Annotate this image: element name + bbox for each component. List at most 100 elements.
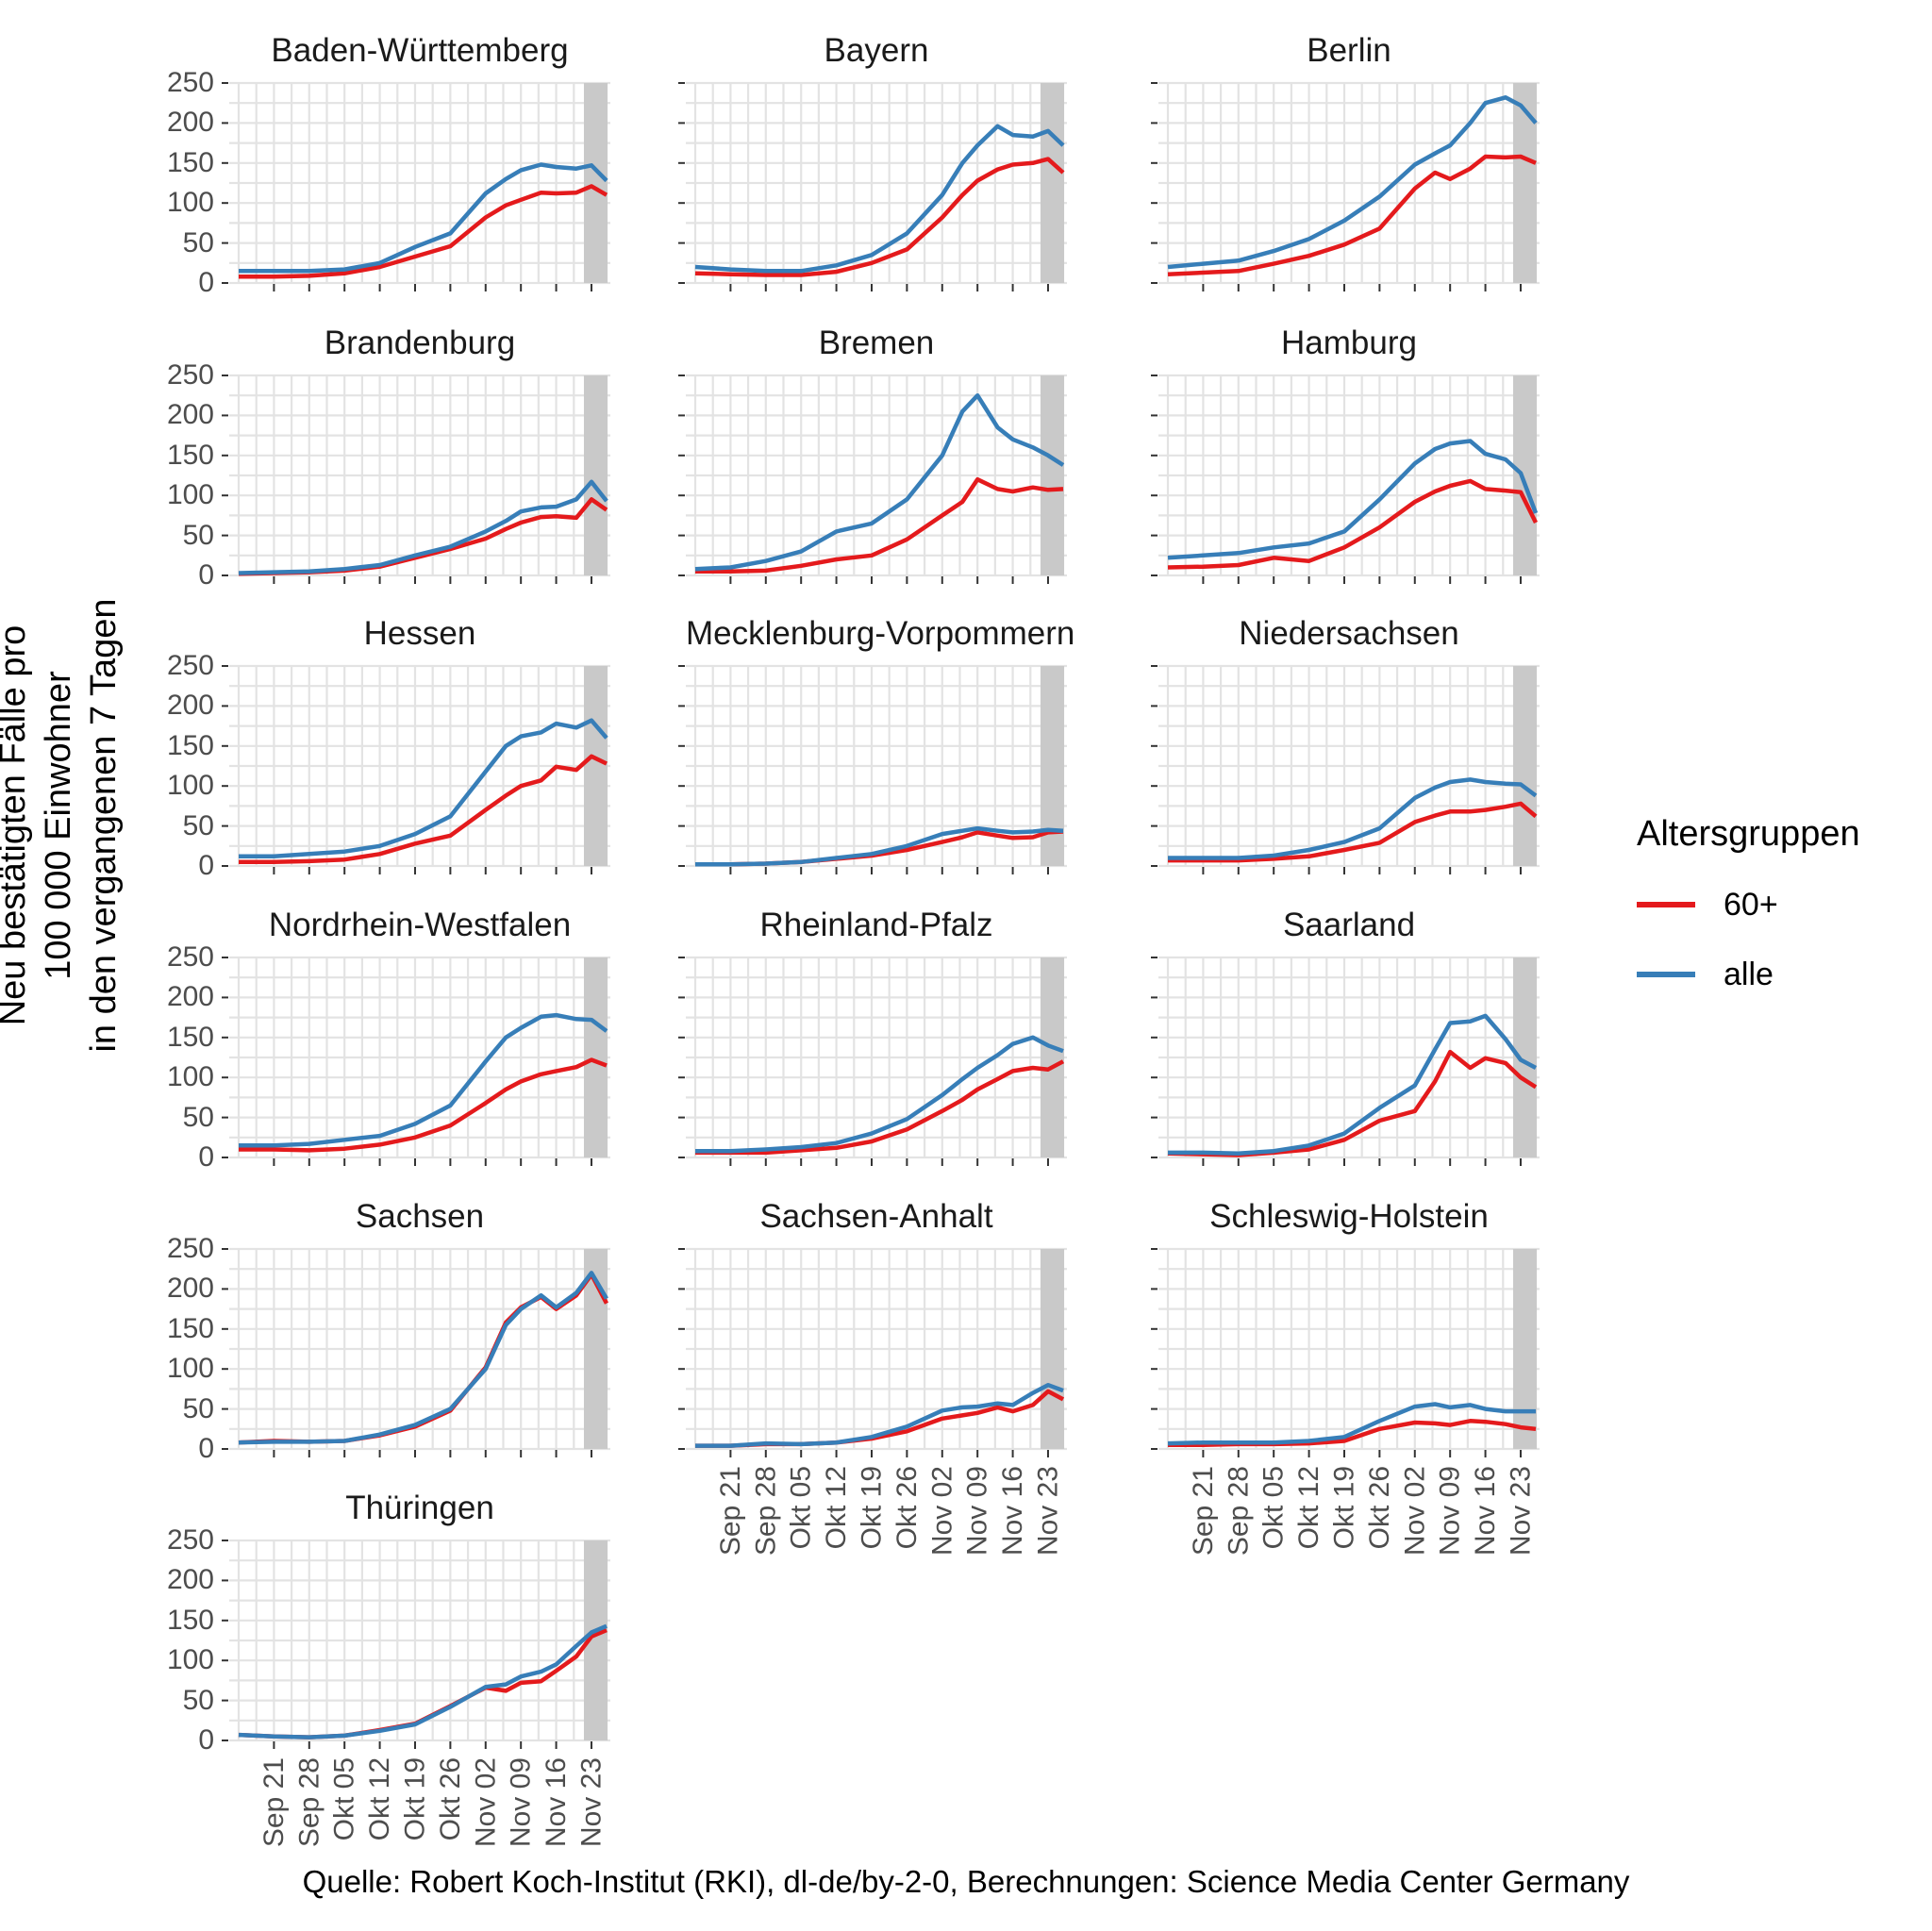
tick-marks — [1151, 1248, 1522, 1457]
x-tick-label-nov-02: Nov 02 — [1399, 1466, 1430, 1556]
x-tick-label-sep-28: Sep 28 — [1223, 1466, 1254, 1556]
line-60plus-berlin — [1167, 154, 1537, 276]
gridlines — [229, 664, 610, 868]
x-tick-label-nov-23: Nov 23 — [1032, 1466, 1063, 1556]
x-axis-labels-thuringen: Sep 21 Sep 28 Okt 05 Okt 12 Okt 19 Okt 26 Nov … — [258, 1757, 608, 1847]
facet-title-bayern: Bayern — [824, 32, 929, 69]
legend: Altersgruppen 60+ alle — [1637, 813, 1932, 1023]
y-tick-label-150: 150 — [166, 729, 214, 761]
legend-label-alle: alle — [1724, 956, 1774, 992]
x-tick-label-sep-21: Sep 21 — [1188, 1466, 1219, 1556]
facet-title-sachsen: Sachsen — [355, 1198, 485, 1235]
x-axis-labels-sachsen-anhalt: Sep 21 Sep 28 Okt 05 Okt 12 Okt 19 Okt 26 Nov … — [715, 1466, 1064, 1556]
line-60plus-bremen — [695, 476, 1064, 574]
line-alle-berlin — [1167, 95, 1538, 270]
facet-title-rheinland-pfalz: Rheinland-Pfalz — [759, 907, 993, 943]
tick-marks — [222, 1540, 592, 1749]
plot-panel-sachsen — [222, 1247, 610, 1457]
gridlines — [229, 1539, 610, 1742]
shaded-band-nordrhein-westfalen — [583, 957, 608, 1157]
y-tick-label-50: 50 — [182, 809, 214, 841]
facet-title-bremen: Bremen — [818, 325, 935, 361]
y-tick-label-200: 200 — [166, 1273, 214, 1305]
x-tick-label-okt-26: Okt 26 — [1364, 1466, 1395, 1549]
plot-panel-niedersachsen — [1151, 664, 1540, 874]
y-tick-label-0: 0 — [198, 1141, 214, 1173]
y-tick-label-250: 250 — [166, 359, 214, 391]
y-axis-title: Neu bestätigten Fälle pro 100 000 Einwoh… — [0, 467, 126, 1184]
line-alle-nordrhein-westfalen — [239, 1012, 608, 1148]
facet-title-baden-wurttemberg: Baden-Württemberg — [271, 32, 569, 69]
tick-marks — [222, 1248, 592, 1457]
line-60plus-brandenburg — [238, 497, 608, 576]
x-tick-label-okt-26: Okt 26 — [891, 1466, 923, 1549]
y-tick-label-50: 50 — [182, 1684, 214, 1716]
tick-marks — [222, 375, 592, 584]
facet-title-thuringen: Thüringen — [345, 1490, 494, 1526]
line-60plus-rheinland-pfalz — [695, 1059, 1065, 1156]
facet-title-sachsen-anhalt: Sachsen-Anhalt — [759, 1198, 993, 1235]
line-alle-hamburg — [1167, 439, 1539, 560]
shaded-band-hamburg — [1512, 375, 1538, 575]
x-tick-label-nov-16: Nov 16 — [997, 1466, 1028, 1556]
y-tick-label-150: 150 — [166, 1021, 214, 1053]
legend-key-line-60plus-icon — [1637, 902, 1695, 907]
legend-key-line-alle-icon — [1637, 972, 1695, 977]
y-tick-label-0: 0 — [198, 559, 214, 591]
plot-panel-berlin — [1151, 81, 1540, 291]
x-tick-label-sep-21: Sep 21 — [258, 1757, 290, 1847]
y-tick-label-100: 100 — [166, 479, 214, 511]
y-tick-label-200: 200 — [166, 107, 214, 139]
gridlines — [1158, 956, 1540, 1159]
line-60plus-nordrhein-westfalen — [239, 1057, 608, 1153]
plot-panel-sachsen-anhalt — [678, 1247, 1067, 1457]
tick-marks — [678, 375, 1049, 584]
line-alle-bayern — [694, 124, 1065, 274]
y-tick-label-0: 0 — [198, 1724, 214, 1756]
x-tick-label-okt-19: Okt 19 — [399, 1757, 430, 1840]
facet-title-saarland: Saarland — [1282, 907, 1416, 943]
line-60plus-sachsen — [238, 1272, 608, 1445]
y-tick-label-100: 100 — [166, 187, 214, 219]
tick-marks — [678, 1248, 1049, 1457]
x-tick-label-nov-09: Nov 09 — [962, 1466, 993, 1556]
x-tick-label-okt-12: Okt 12 — [1293, 1466, 1324, 1549]
line-alle-sachsen-anhalt — [695, 1382, 1064, 1448]
tick-marks — [222, 957, 592, 1166]
plot-panel-brandenburg — [222, 374, 610, 584]
x-tick-label-sep-21: Sep 21 — [715, 1466, 746, 1556]
gridlines — [229, 81, 610, 285]
x-tick-label-sep-28: Sep 28 — [293, 1757, 325, 1847]
y-tick-label-200: 200 — [166, 1564, 214, 1596]
y-tick-label-100: 100 — [166, 1061, 214, 1093]
line-60plus-saarland — [1167, 1049, 1538, 1157]
source-caption: Quelle: Robert Koch-Institut (RKI), dl-d… — [302, 1864, 1630, 1899]
legend-title: Altersgruppen — [1637, 814, 1860, 854]
y-tick-label-0: 0 — [198, 850, 214, 881]
x-tick-label-nov-23: Nov 23 — [1505, 1466, 1536, 1556]
line-60plus-bayern — [694, 157, 1065, 277]
y-tick-label-50: 50 — [182, 1101, 214, 1133]
legend-item-alle: alle — [1637, 953, 1932, 996]
line-alle-hessen — [239, 718, 608, 859]
plot-panel-rheinland-pfalz — [678, 956, 1067, 1166]
tick-marks — [1151, 82, 1522, 291]
facet-title-schleswig-holstein: Schleswig-Holstein — [1209, 1198, 1489, 1235]
shaded-band-bremen — [1040, 375, 1065, 575]
y-tick-label-250: 250 — [166, 1233, 214, 1264]
gridlines — [229, 1247, 610, 1451]
x-tick-label-okt-26: Okt 26 — [435, 1757, 466, 1840]
y-axis-title-line-2: 100 000 Einwohner — [39, 671, 78, 980]
shaded-band-bayern — [1040, 83, 1065, 283]
tick-marks — [678, 82, 1049, 291]
facet-title-mecklenburg-vorpommern: Mecklenburg-Vorpommern — [686, 615, 1075, 652]
facet-title-nordrhein-westfalen: Nordrhein-Westfalen — [268, 907, 572, 943]
x-tick-label-okt-05: Okt 05 — [329, 1757, 360, 1840]
y-tick-label-150: 150 — [166, 1604, 214, 1636]
gridlines — [686, 374, 1067, 577]
x-tick-label-nov-09: Nov 09 — [1435, 1466, 1466, 1556]
shaded-band-baden-wurttemberg — [583, 83, 608, 283]
y-tick-label-150: 150 — [166, 146, 214, 178]
y-tick-label-100: 100 — [166, 770, 214, 802]
